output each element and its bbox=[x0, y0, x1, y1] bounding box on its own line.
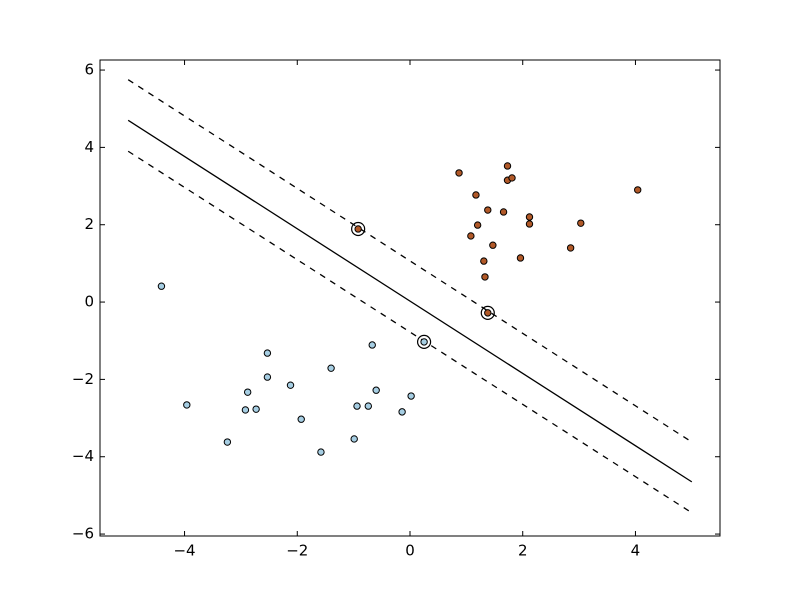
x-tick-label: 0 bbox=[405, 542, 415, 560]
point bbox=[157, 282, 166, 290]
y-tick-label: 6 bbox=[84, 61, 94, 79]
y-tick-label: −6 bbox=[72, 525, 94, 543]
y-tick-label: 0 bbox=[84, 293, 94, 311]
y-tick-label: −2 bbox=[72, 370, 94, 388]
point bbox=[407, 392, 415, 400]
y-tick-label: 4 bbox=[84, 138, 94, 156]
point bbox=[398, 408, 406, 416]
point bbox=[420, 338, 428, 346]
point bbox=[241, 406, 250, 414]
point bbox=[350, 435, 358, 443]
decision-line bbox=[127, 150, 693, 514]
point bbox=[327, 364, 335, 372]
point bbox=[473, 221, 482, 229]
x-tick-label: 2 bbox=[518, 542, 528, 560]
point bbox=[525, 213, 534, 221]
support-vector bbox=[416, 334, 432, 349]
point bbox=[481, 273, 489, 281]
point bbox=[183, 401, 191, 409]
point bbox=[263, 349, 272, 357]
y-tick-label: −4 bbox=[72, 447, 94, 465]
point bbox=[286, 381, 295, 389]
point bbox=[503, 162, 512, 170]
y-tick-label: 2 bbox=[84, 215, 94, 233]
point bbox=[354, 225, 362, 233]
point bbox=[297, 415, 305, 423]
point bbox=[353, 402, 361, 410]
support-vector bbox=[480, 305, 495, 320]
point bbox=[317, 448, 325, 456]
point bbox=[455, 169, 463, 177]
point bbox=[243, 388, 252, 396]
point bbox=[472, 191, 480, 199]
point bbox=[484, 206, 492, 214]
plot-frame bbox=[99, 59, 721, 537]
point bbox=[577, 219, 585, 227]
point bbox=[368, 341, 376, 349]
point bbox=[252, 405, 260, 413]
point bbox=[634, 186, 642, 194]
x-tick-label: −2 bbox=[286, 542, 308, 560]
point bbox=[525, 220, 534, 228]
decision-line bbox=[127, 79, 693, 443]
point bbox=[566, 244, 575, 252]
point bbox=[508, 174, 516, 182]
point bbox=[480, 257, 488, 265]
point bbox=[489, 241, 497, 249]
decision-line bbox=[127, 119, 693, 483]
point bbox=[499, 208, 508, 216]
support-vector bbox=[351, 221, 366, 237]
point bbox=[263, 373, 272, 381]
point bbox=[467, 232, 475, 240]
x-tick-label: 4 bbox=[631, 542, 641, 560]
point bbox=[364, 402, 372, 410]
point bbox=[484, 309, 492, 317]
x-tick-label: −4 bbox=[173, 542, 195, 560]
point bbox=[372, 386, 380, 394]
point bbox=[516, 254, 525, 262]
point bbox=[223, 438, 232, 446]
